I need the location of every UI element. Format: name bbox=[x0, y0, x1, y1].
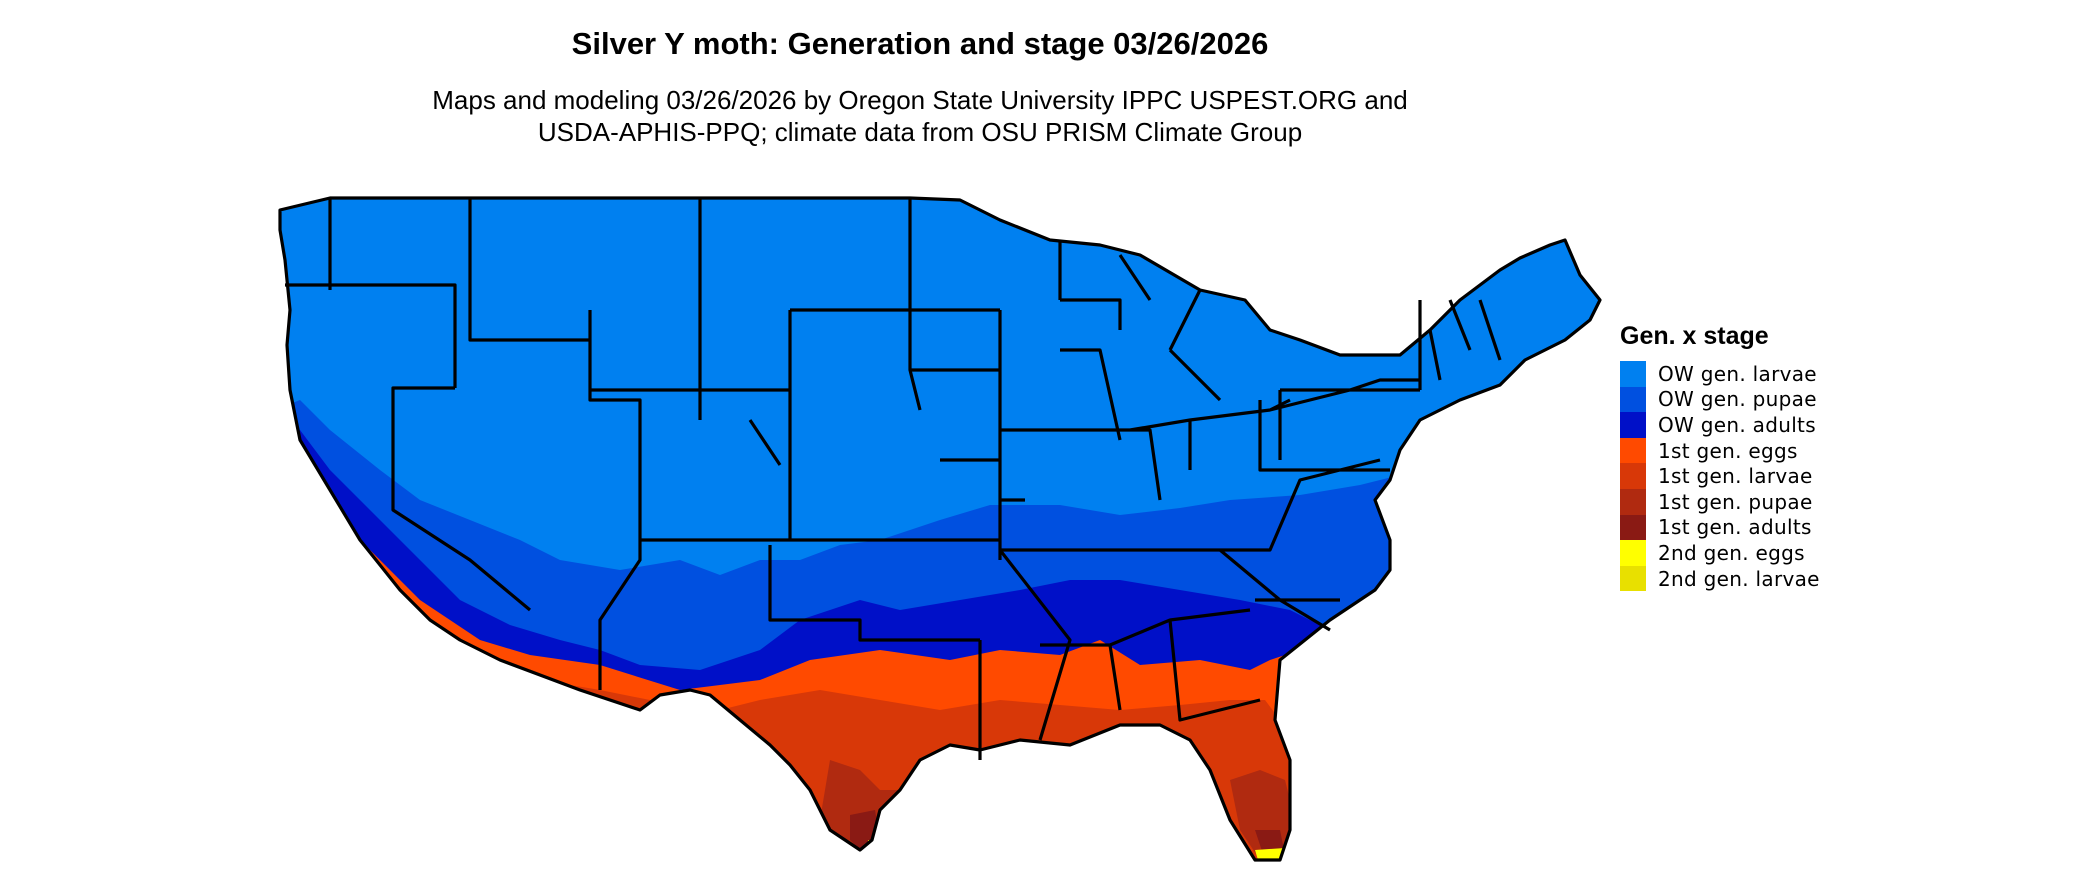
legend-items: OW gen. larvae OW gen. pupae OW gen. adult… bbox=[1620, 361, 1820, 592]
legend-swatch bbox=[1620, 565, 1646, 592]
legend-item: 1st gen. eggs bbox=[1620, 437, 1820, 464]
legend-label: OW gen. pupae bbox=[1658, 387, 1817, 412]
legend-label: 1st gen. adults bbox=[1658, 515, 1812, 540]
map-subtitle: Maps and modeling 03/26/2026 by Oregon S… bbox=[0, 84, 1840, 148]
map-title: Silver Y moth: Generation and stage 03/2… bbox=[571, 26, 1269, 61]
legend-label: 1st gen. eggs bbox=[1658, 438, 1798, 463]
legend-item: OW gen. pupae bbox=[1620, 386, 1820, 413]
legend-swatch bbox=[1620, 488, 1646, 515]
legend-label: 1st gen. larvae bbox=[1658, 464, 1813, 489]
legend: Gen. x stage OW gen. larvae OW gen. pupae… bbox=[1620, 322, 1820, 592]
legend-swatch bbox=[1620, 463, 1646, 489]
state-borders bbox=[278, 196, 1602, 862]
legend-title: Gen. x stage bbox=[1620, 322, 1769, 350]
legend-item: OW gen. larvae bbox=[1620, 361, 1820, 387]
legend-swatch bbox=[1620, 437, 1646, 464]
legend-label: OW gen. larvae bbox=[1658, 361, 1817, 386]
legend-swatch bbox=[1620, 386, 1646, 413]
zone-2nd-eggs bbox=[868, 840, 1288, 860]
legend-item: 2nd gen. eggs bbox=[1620, 540, 1820, 566]
zone-1st-adults bbox=[850, 810, 1285, 860]
legend-swatch bbox=[1620, 540, 1646, 566]
state-lines bbox=[285, 198, 1502, 760]
legend-label: OW gen. adults bbox=[1658, 412, 1816, 437]
legend-item: 2nd gen. larvae bbox=[1620, 565, 1820, 592]
legend-item: 1st gen. pupae bbox=[1620, 488, 1820, 515]
legend-item: OW gen. adults bbox=[1620, 412, 1820, 438]
legend-label: 1st gen. pupae bbox=[1658, 489, 1813, 514]
legend-swatch bbox=[1620, 514, 1646, 541]
subtitle-line-1: Maps and modeling 03/26/2026 by Oregon S… bbox=[432, 85, 1408, 115]
legend-item: 1st gen. larvae bbox=[1620, 463, 1820, 489]
legend-swatch bbox=[1620, 412, 1646, 438]
legend-swatch bbox=[1620, 361, 1646, 387]
legend-label: 2nd gen. larvae bbox=[1658, 566, 1820, 591]
legend-item: 1st gen. adults bbox=[1620, 514, 1820, 541]
legend-label: 2nd gen. eggs bbox=[1658, 540, 1805, 565]
subtitle-line-2: USDA-APHIS-PPQ; climate data from OSU PR… bbox=[537, 117, 1303, 147]
